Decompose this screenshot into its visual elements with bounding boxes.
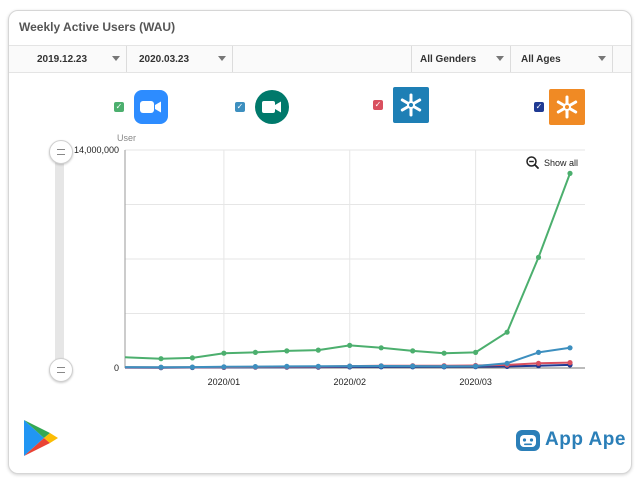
chevron-down-icon [598, 56, 606, 61]
data-point [158, 356, 164, 362]
data-point [347, 342, 353, 348]
data-point [473, 349, 479, 355]
start-date-value: 2019.12.23 [37, 53, 88, 65]
legend-checkbox[interactable]: ✓ [534, 102, 544, 112]
data-point [504, 329, 510, 335]
filter-bar: 2019.12.23 2020.03.23 All Genders All Ag… [9, 45, 631, 73]
data-point [347, 363, 353, 369]
data-point [535, 254, 542, 260]
wau-card: Weekly Active Users (WAU) 2019.12.23 202… [8, 10, 632, 474]
start-date-select[interactable]: 2019.12.23 [29, 46, 127, 72]
data-point [284, 363, 290, 369]
legend-item-asterisk-orange[interactable]: ✓ [534, 89, 585, 125]
zoom-icon [134, 90, 168, 124]
data-point [252, 364, 258, 370]
data-point [189, 355, 195, 361]
data-point [567, 170, 573, 176]
x-tick-label: 2020/01 [208, 377, 241, 387]
data-point [378, 363, 384, 369]
range-slider-bottom-handle[interactable] [49, 358, 73, 382]
x-tick-label: 2020/03 [459, 377, 492, 387]
x-tick-label: 2020/02 [333, 377, 366, 387]
chevron-down-icon [218, 56, 226, 61]
legend-checkbox[interactable]: ✓ [114, 102, 124, 112]
data-point [158, 364, 164, 370]
gender-select[interactable]: All Genders [411, 46, 511, 72]
y-tick-label: 14,000,000 [74, 145, 119, 155]
data-point [410, 348, 416, 354]
age-select[interactable]: All Ages [513, 46, 613, 72]
data-point [284, 348, 290, 354]
y-tick-label: 0 [114, 363, 119, 373]
data-point [315, 363, 321, 369]
legend-checkbox[interactable]: ✓ [235, 102, 245, 112]
app-ape-logo: App Ape [515, 427, 626, 453]
data-point [473, 363, 479, 369]
chevron-down-icon [112, 56, 120, 61]
show-all-button[interactable]: Show all [526, 156, 578, 169]
google-hangouts-meet-icon [255, 90, 289, 124]
end-date-value: 2020.03.23 [139, 53, 190, 65]
legend-item-asterisk-blue[interactable]: ✓ [373, 87, 429, 123]
data-point [535, 349, 542, 355]
asterisk-app-blue-icon [393, 87, 429, 123]
data-point [567, 345, 573, 351]
show-all-label: Show all [544, 157, 579, 168]
zoom-out-icon [526, 156, 539, 169]
data-point [441, 350, 447, 356]
end-date-select[interactable]: 2020.03.23 [131, 46, 233, 72]
google-play-icon [22, 418, 60, 463]
data-point [221, 350, 227, 356]
data-point [252, 349, 258, 355]
data-point [315, 347, 321, 353]
legend-item-hangouts-meet[interactable]: ✓ [235, 90, 289, 124]
data-point [567, 360, 573, 366]
app-ape-wordmark: App Ape [545, 429, 626, 450]
app-ape-logo-icon [516, 430, 540, 451]
chevron-down-icon [496, 56, 504, 61]
data-point [504, 360, 510, 366]
age-value: All Ages [521, 53, 561, 65]
data-point [535, 360, 542, 366]
legend-item-zoom[interactable]: ✓ [114, 90, 168, 124]
y-axis-label: User [117, 133, 136, 143]
data-point [410, 363, 416, 369]
data-point [189, 364, 195, 370]
asterisk-app-orange-icon [549, 89, 585, 125]
gender-value: All Genders [420, 53, 477, 65]
legend-checkbox[interactable]: ✓ [373, 100, 383, 110]
series-line-zoom [124, 173, 571, 360]
data-point [221, 364, 227, 370]
range-slider-track[interactable] [55, 148, 64, 370]
card-title: Weekly Active Users (WAU) [19, 20, 176, 34]
data-point [378, 345, 384, 351]
range-slider-top-handle[interactable] [49, 140, 73, 164]
data-point [441, 363, 447, 369]
